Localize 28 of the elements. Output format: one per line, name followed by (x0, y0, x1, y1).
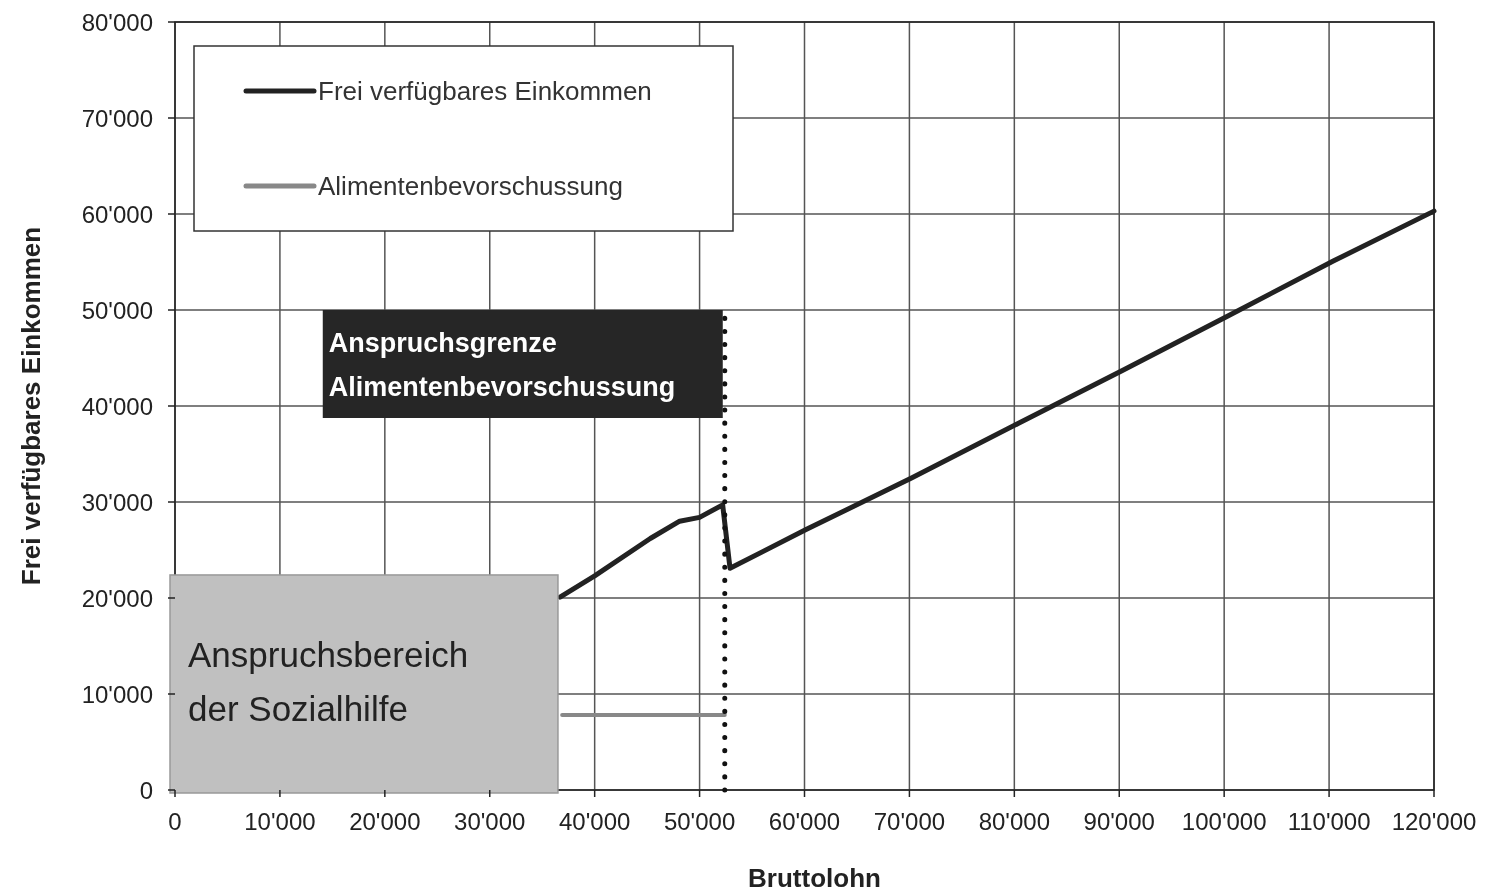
y-tick-label: 80'000 (81, 9, 153, 36)
y-tick-label: 40'000 (81, 393, 153, 420)
x-axis-title: Bruttolohn (748, 863, 881, 891)
y-tick-label: 50'000 (81, 297, 153, 324)
x-tick-label: 0 (168, 808, 182, 835)
x-tick-label: 80'000 (978, 808, 1050, 835)
x-tick-label: 20'000 (349, 808, 421, 835)
x-tick-label: 40'000 (559, 808, 631, 835)
ref-line-label: Anspruchsgrenze Alimentenbevorschussung (328, 328, 676, 402)
y-tick-label: 60'000 (81, 201, 153, 228)
y-tick-label: 70'000 (81, 105, 153, 132)
band-label: Anspruchsbereich der Sozialhilfe (188, 634, 469, 728)
x-tick-label: 100'000 (1181, 808, 1267, 835)
x-tick-label: 30'000 (454, 808, 526, 835)
y-tick-label: 20'000 (81, 585, 153, 612)
y-tick-label: 30'000 (81, 489, 153, 516)
x-tick-label: 10'000 (244, 808, 316, 835)
x-tick-label: 50'000 (663, 808, 736, 835)
y-tick-label: 0 (139, 777, 153, 804)
legend-label: Alimentenbevorschussung (318, 171, 623, 201)
x-tick-label: 70'000 (873, 808, 946, 835)
x-tick-label: 60'000 (768, 808, 841, 835)
y-tick-label: 10'000 (81, 681, 153, 708)
x-tick-label: 90'000 (1083, 808, 1155, 835)
legend-label: Frei verfügbares Einkommen (318, 76, 652, 106)
y-axis-title: Frei verfügbares Einkommen (16, 226, 46, 586)
x-tick-label: 120'000 (1391, 808, 1477, 835)
x-tick-label: 110'000 (1287, 808, 1371, 835)
